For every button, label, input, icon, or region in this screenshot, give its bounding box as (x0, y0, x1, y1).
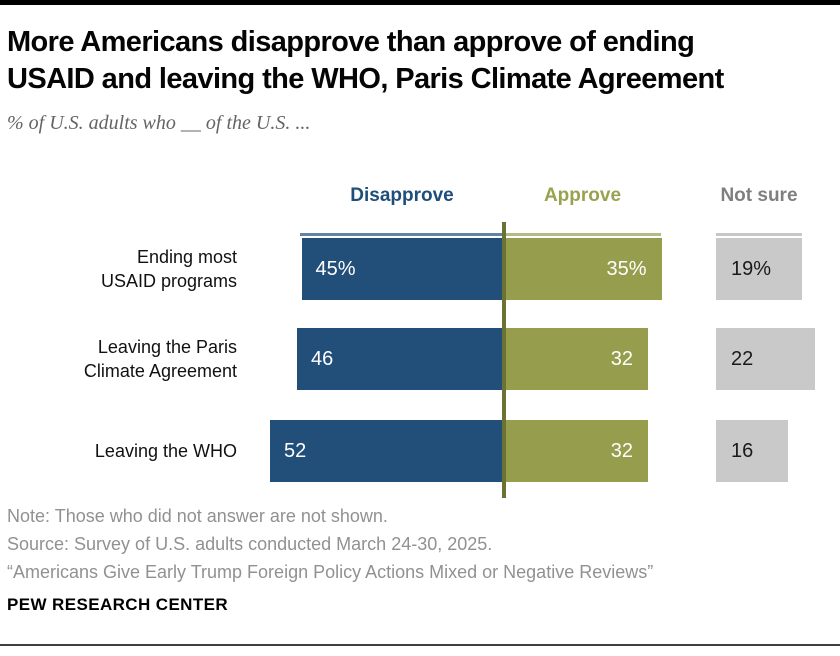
note-text: Note: Those who did not answer are not s… (7, 506, 388, 526)
column-header-approve: Approve (543, 185, 622, 206)
chart-row: Leaving the Paris Climate Agreement 46 32 2… (0, 328, 840, 390)
bar-value-label: 32 (610, 439, 633, 462)
chart-row: Leaving the WHO 52 32 16 (0, 420, 840, 482)
bar-value-label: 32 (610, 347, 633, 370)
bar-value-label: 45% (315, 257, 356, 280)
disapprove-bar: 45% (301, 238, 504, 300)
not-sure-box: 19% (716, 238, 802, 300)
approve-bar: 35% (504, 238, 662, 300)
category-label: Leaving the Paris Climate Agreement (83, 337, 237, 381)
top-border-bar (0, 0, 840, 5)
bar-value-label: 19% (731, 257, 772, 280)
pew-research-center-wordmark: PEW RESEARCH CENTER (7, 595, 229, 614)
bar-value-label: 22 (731, 347, 754, 370)
bar-value-label: 16 (731, 439, 754, 462)
category-label: Leaving the WHO (94, 441, 237, 461)
axis-underline-disapprove (300, 233, 504, 236)
axis-underline-not-sure (716, 233, 802, 236)
not-sure-box: 22 (716, 328, 815, 390)
disapprove-bar: 46 (297, 328, 504, 390)
bar-value-label: 46 (311, 347, 334, 370)
chart-footer: Note: Those who did not answer are not s… (7, 502, 827, 586)
bottom-border-line (0, 644, 840, 646)
approve-bar: 32 (504, 420, 648, 482)
bar-value-label: 52 (284, 439, 307, 462)
chart-subtitle: % of U.S. adults who __ of the U.S. ... (7, 112, 311, 134)
axis-underline-approve (504, 233, 661, 236)
bar-value-label: 35% (606, 257, 647, 280)
approve-bar: 32 (504, 328, 648, 390)
chart-title: More Americans disapprove than approve o… (7, 26, 724, 95)
center-divider-line (502, 222, 506, 498)
source-text: Source: Survey of U.S. adults conducted … (7, 534, 493, 554)
disapprove-bar: 52 (270, 420, 504, 482)
column-header-not-sure: Not sure (720, 185, 798, 206)
not-sure-box: 16 (716, 420, 788, 482)
chart-row: Ending most USAID programs 45% 35% 19% (0, 238, 840, 300)
category-label: Ending most USAID programs (100, 247, 237, 291)
column-header-disapprove: Disapprove (350, 185, 454, 206)
report-title-text: “Americans Give Early Trump Foreign Poli… (7, 562, 654, 582)
